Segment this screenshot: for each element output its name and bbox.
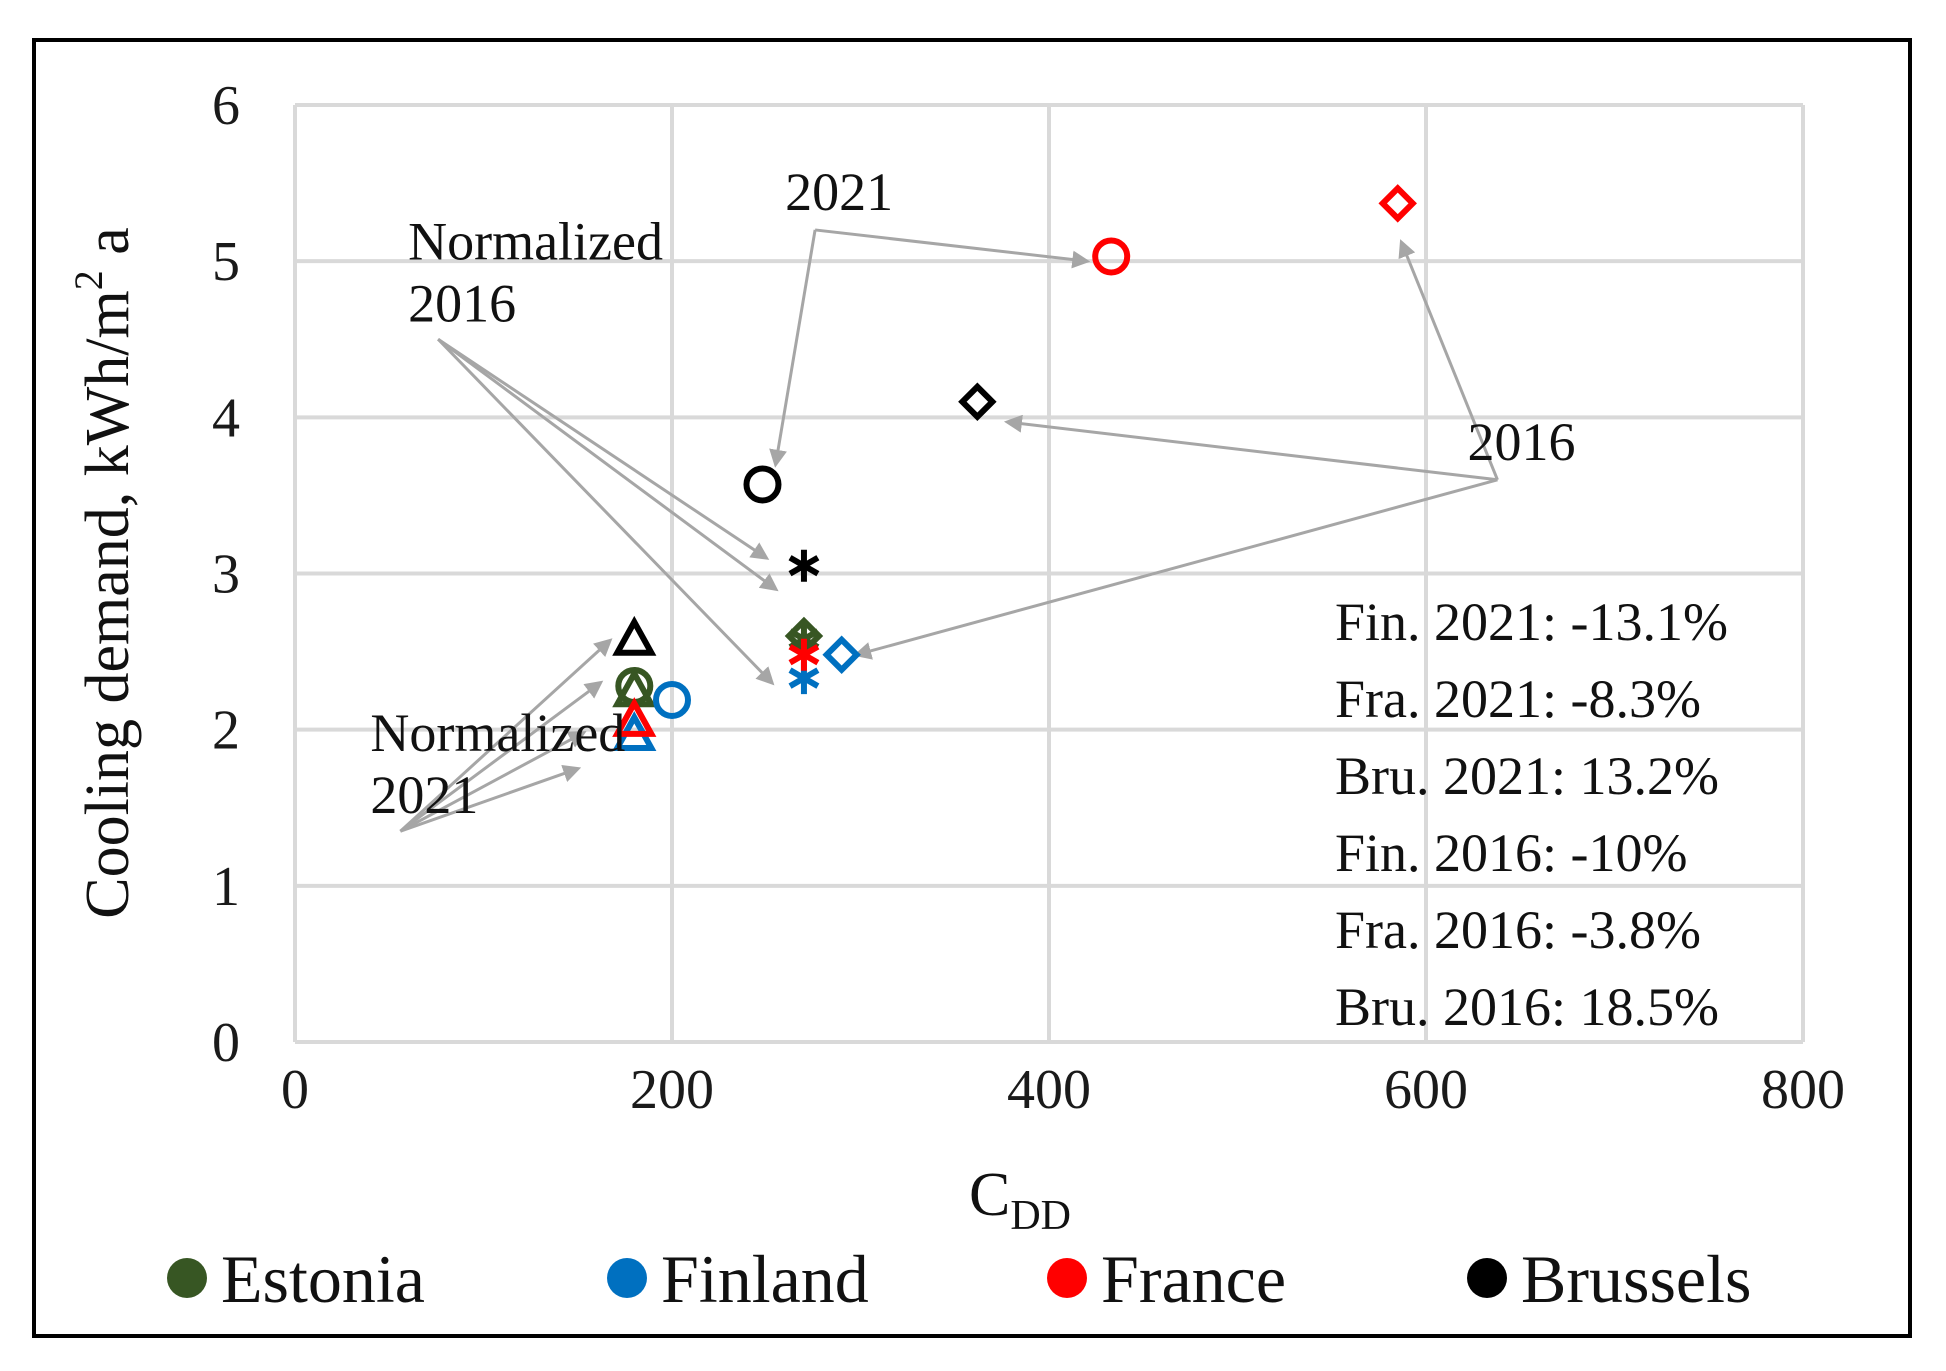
x-tick-label: 0 — [281, 1059, 309, 1121]
grid-lines — [293, 103, 1805, 1044]
data-point-brussels-diamond — [958, 382, 997, 421]
percent-change-note: Fra. 2021: -8.3% — [1335, 669, 1701, 729]
annotation-arrow — [437, 338, 779, 592]
y-tick-label: 5 — [212, 231, 240, 293]
annotation-arrow — [814, 228, 1091, 269]
x-tick-label: 400 — [1007, 1059, 1091, 1121]
percent-change-note: Fin. 2016: -10% — [1335, 823, 1688, 883]
x-tick-label: 200 — [630, 1059, 714, 1121]
legend-swatch-estonia — [167, 1258, 207, 1298]
x-tick-label: 800 — [1761, 1059, 1845, 1121]
annotation-label: Normalized 2016 — [408, 211, 663, 333]
annotation-arrow — [399, 765, 582, 833]
y-tick-label: 1 — [212, 856, 240, 918]
annotation-arrow — [769, 229, 817, 468]
percent-change-note: Bru. 2016: 18.5% — [1335, 977, 1719, 1037]
y-tick-labels: 0 1 2 3 4 5 6 — [212, 75, 240, 1074]
legend-swatch-finland — [607, 1258, 647, 1298]
annotation-arrow — [437, 338, 770, 560]
y-tick-label: 2 — [212, 700, 240, 762]
annotation-arrows — [399, 228, 1499, 833]
data-point-france-triangle — [612, 697, 657, 737]
y-tick-label: 4 — [212, 387, 240, 449]
annotation-arrow — [399, 638, 613, 833]
percent-change-note: Bru. 2021: 13.2% — [1335, 746, 1719, 806]
annotation-arrow — [399, 680, 604, 833]
data-point-france-diamond — [1378, 184, 1417, 223]
data-point-finland-circle — [653, 680, 691, 719]
legend-label-france: France — [1101, 1241, 1286, 1317]
y-tick-label: 0 — [212, 1012, 240, 1074]
data-point-france-circle — [1092, 237, 1131, 276]
data-point-brussels-triangle — [612, 615, 657, 656]
legend-swatch-brussels — [1467, 1258, 1507, 1298]
legend-swatch-france — [1047, 1258, 1087, 1298]
legend-label-estonia: Estonia — [221, 1241, 425, 1317]
data-points — [612, 184, 1417, 751]
y-tick-label: 6 — [212, 75, 240, 137]
annotation-labels: 2021 Normalized 2016 2016 Normalized 2021 — [370, 162, 1575, 825]
annotation-arrow — [853, 478, 1498, 660]
annotation-arrow — [399, 731, 587, 833]
annotation-label: 2021 — [785, 162, 893, 222]
y-axis-title: Cooling demand, kWh/m2 a — [66, 227, 142, 919]
percent-change-notes: Fin. 2021: -13.1% Fra. 2021: -8.3% Bru. 20… — [1335, 592, 1728, 1037]
data-point-brussels-circle — [743, 465, 782, 504]
data-point-brussels-asterisk — [788, 549, 820, 582]
y-tick-label: 3 — [212, 544, 240, 606]
data-point-france-asterisk — [788, 638, 820, 671]
percent-change-note: Fra. 2016: -3.8% — [1335, 900, 1701, 960]
x-tick-labels: 0 200 400 600 800 — [281, 1059, 1845, 1121]
legend: Estonia Finland France Brussels — [167, 1241, 1751, 1317]
annotation-arrow — [1398, 239, 1499, 481]
legend-label-brussels: Brussels — [1521, 1241, 1751, 1317]
x-tick-label: 600 — [1384, 1059, 1468, 1121]
annotation-arrow — [437, 338, 775, 686]
legend-label-finland: Finland — [661, 1241, 869, 1317]
annotation-label: Normalized 2021 — [370, 703, 625, 825]
x-axis-title: CDD — [969, 1161, 1071, 1239]
annotation-arrow — [1003, 414, 1498, 482]
annotation-label: 2016 — [1467, 412, 1575, 472]
percent-change-note: Fin. 2021: -13.1% — [1335, 592, 1728, 652]
data-point-finland-diamond — [822, 635, 861, 674]
